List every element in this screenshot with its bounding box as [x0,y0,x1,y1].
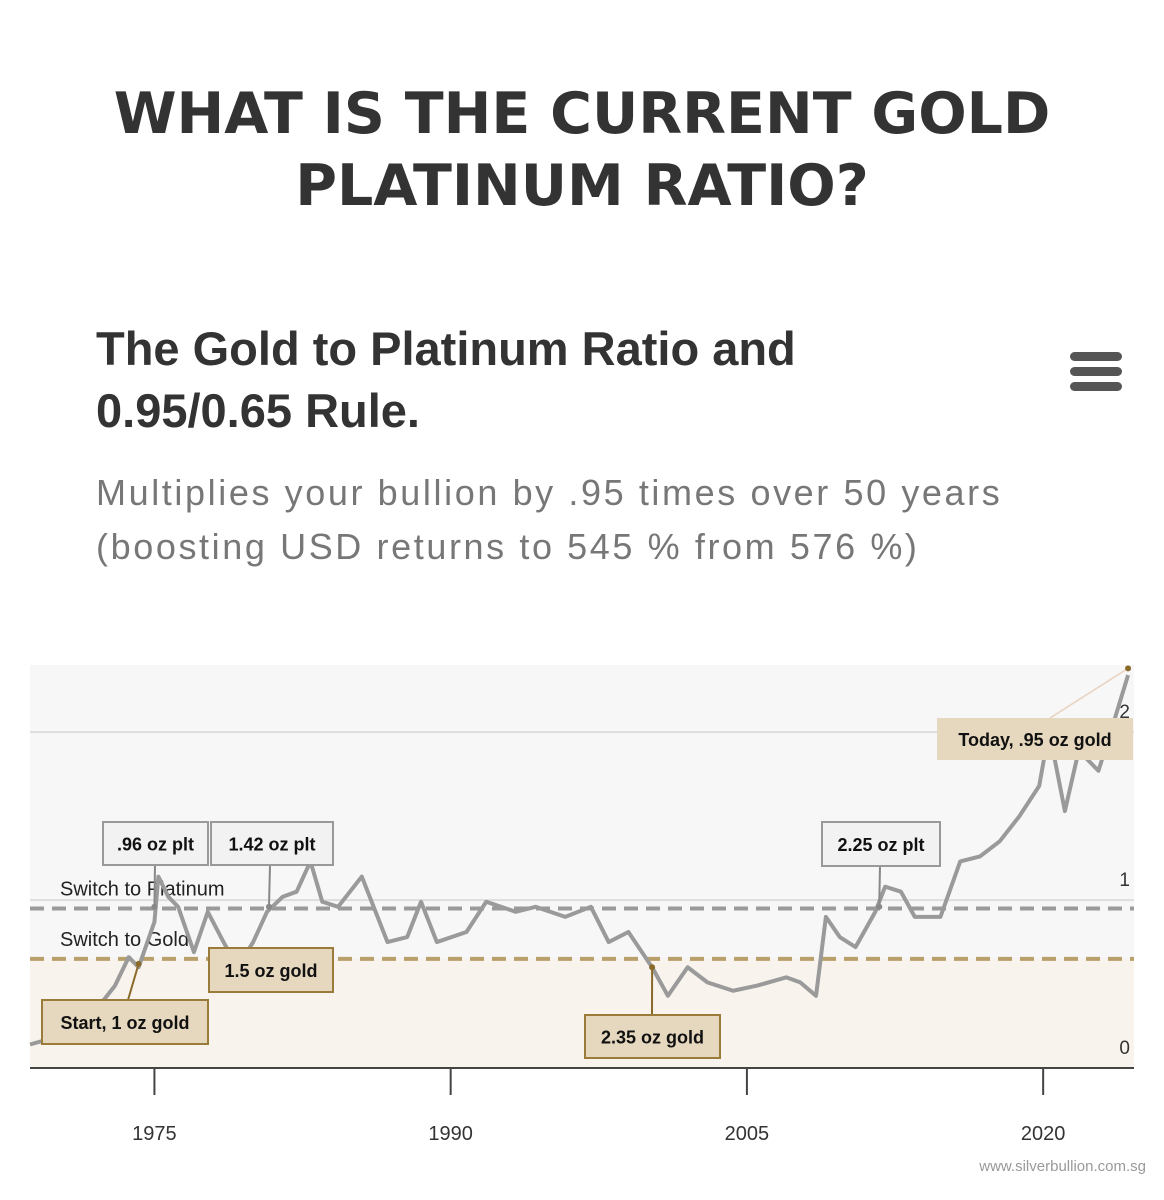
x-tick-label: 2020 [1021,1123,1066,1145]
annotation-connector [127,963,140,1001]
annotation-label: Today, .95 oz gold [958,730,1111,750]
annotation-box [102,821,209,866]
annotation-box [41,999,209,1045]
annotation-label: 2.25 oz plt [837,835,924,855]
annotation-connector [267,864,271,907]
annotation-label: 1.42 oz plt [228,835,315,855]
chart-title: The Gold to Platinum Ratio and 0.95/0.65… [96,322,796,437]
annotation-point [649,964,656,971]
chart: 0 1 2 Switch to Platinum Switch to Gold 1975 1… [29,665,1146,1175]
annotation-label: Start, 1 oz gold [60,1013,189,1033]
annotation-label: 1.5 oz gold [224,961,317,981]
y-tick-label: 2 [1119,702,1130,723]
annotation-connector [1049,667,1129,719]
annotation-point [151,903,158,910]
menu-button[interactable] [1070,352,1122,392]
annotation-box [210,821,334,866]
annotation-box [208,947,334,993]
annotation-label: .96 oz plt [117,835,194,855]
annotation-connector [878,865,881,907]
annotation-box [937,718,1133,760]
x-tick-label: 2005 [725,1123,770,1145]
annotation-point [265,903,272,910]
data-line [29,674,1130,1047]
annotation-connector [153,864,156,907]
reference-label: Switch to Platinum [60,878,225,900]
y-tick-label: 0 [1119,1038,1130,1059]
annotation-box [821,821,941,867]
annotation-point [876,903,883,910]
page-heading: WHAT IS THE CURRENT GOLD PLATINUM RATIO? [113,81,1051,219]
annotation-point [135,960,142,967]
x-tick-label: 1990 [428,1123,473,1145]
chart-subtitle: Multiplies your bullion by .95 times ove… [96,472,1003,567]
reference-label: Switch to Gold [60,929,189,951]
annotation-point [1125,665,1132,672]
credit: www.silverbullion.com.sg [978,1158,1146,1175]
annotation-box [584,1014,721,1059]
x-tick-label: 1975 [132,1123,177,1145]
annotation-label: 2.35 oz gold [601,1028,704,1048]
y-tick-label: 1 [1119,870,1130,891]
